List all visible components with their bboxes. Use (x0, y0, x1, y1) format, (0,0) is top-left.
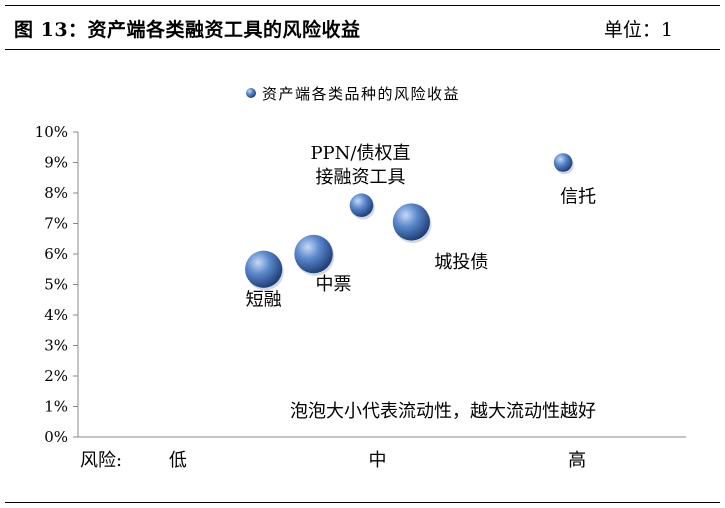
point-label: PPN/债权直 (310, 143, 410, 164)
x-tick-label: 高 (568, 450, 586, 471)
point-label: 接融资工具 (315, 167, 405, 188)
y-tick-label: 7% (44, 215, 68, 233)
x-axis-label: 风险: (80, 450, 122, 471)
y-tick-label: 2% (44, 367, 68, 385)
top-rule (5, 5, 720, 6)
point-label: 短融 (246, 289, 282, 310)
legend-marker (246, 88, 256, 98)
y-tick-label: 4% (44, 306, 68, 324)
header-rule (5, 49, 720, 50)
x-tick-label: 低 (169, 450, 187, 471)
figure-title: 图 13：资产端各类融资工具的风险收益 (14, 19, 361, 41)
y-tick-label: 5% (44, 276, 68, 294)
y-tick-label: 3% (44, 337, 68, 355)
point-label: 城投债 (434, 252, 488, 273)
y-tick-label: 8% (44, 184, 68, 202)
bubble-城投债 (392, 203, 430, 241)
bubble-信托 (553, 153, 573, 172)
point-label: 信托 (560, 187, 596, 208)
figure-unit: 单位：1 (603, 19, 673, 41)
bubble-短融 (245, 250, 283, 288)
bubble-中票 (294, 234, 333, 274)
y-tick-label: 10% (35, 123, 68, 141)
legend-label: 资产端各类品种的风险收益 (262, 85, 460, 103)
bottom-rule (5, 502, 720, 503)
bubble-PPN/债权直接融资工具 (349, 193, 374, 217)
point-label: 中票 (316, 274, 352, 295)
y-tick-label: 1% (44, 398, 68, 416)
y-tick-label: 6% (44, 245, 68, 263)
bubble-size-annotation: 泡泡大小代表流动性，越大流动性越好 (290, 401, 596, 422)
y-tick-label: 0% (44, 428, 68, 446)
x-tick-label: 中 (368, 450, 386, 471)
y-tick-label: 9% (44, 154, 68, 172)
